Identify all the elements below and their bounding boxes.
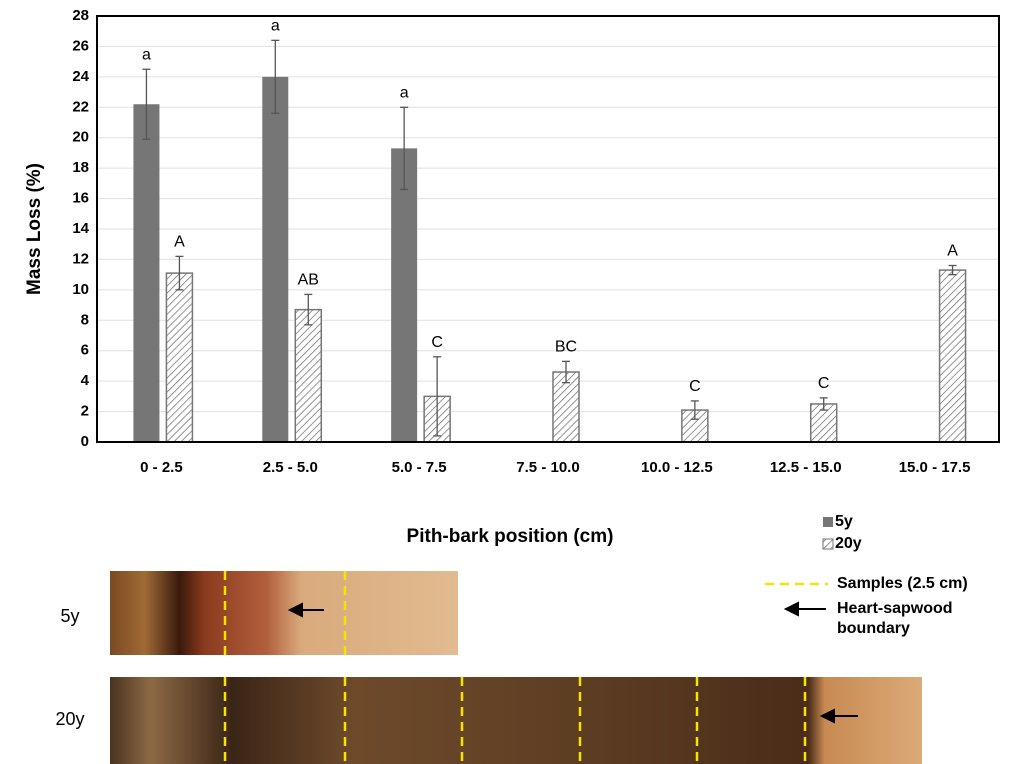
y-tick-label: 16 [72,190,89,207]
significance-label: A [947,243,958,260]
significance-label: a [271,18,280,35]
significance-label: AB [298,272,319,289]
significance-label: a [142,46,151,63]
legend-label: 20y [835,535,862,552]
photos: 5y 20y Samples (2.5 cm) Heart-sapwood bo… [55,571,967,764]
significance-label: A [174,234,185,251]
significance-label: BC [555,339,577,356]
photo-label: 20y [55,709,84,729]
y-tick-label: 8 [81,311,89,328]
boundary-legend: boundary [837,620,910,637]
x-tick-label: 5.0 - 7.5 [392,459,447,476]
photo-label: 5y [60,606,79,626]
y-tick-label: 20 [72,129,89,146]
legend-swatch [823,539,833,549]
x-tick-label: 7.5 - 10.0 [516,459,579,476]
y-tick-label: 28 [72,7,89,24]
legend-swatch [823,517,833,527]
x-tick-label: 2.5 - 5.0 [263,459,318,476]
bar [940,270,966,442]
y-tick-label: 14 [72,220,89,237]
x-axis-label: Pith-bark position (cm) [407,526,614,547]
y-tick-label: 26 [72,37,89,54]
y-tick-label: 6 [81,342,89,359]
bar [391,148,417,442]
significance-label: C [431,334,443,351]
wood-photo [110,677,922,764]
bar [133,104,159,442]
y-tick-label: 22 [72,98,89,115]
bar [262,77,288,442]
y-tick-label: 10 [72,281,89,298]
x-tick-label: 12.5 - 15.0 [770,459,842,476]
y-tick-label: 24 [72,68,89,85]
x-tick-label: 15.0 - 17.5 [899,459,971,476]
significance-label: C [818,375,830,392]
bar [295,310,321,442]
boundary-legend: Heart-sapwood [837,600,953,617]
y-tick-label: 0 [81,433,89,450]
x-tick-label: 10.0 - 12.5 [641,459,713,476]
samples-legend: Samples (2.5 cm) [837,575,968,592]
figure: Mass Loss (%) Pith-bark position (cm) 5y… [0,0,1014,764]
significance-label: a [400,85,409,102]
bar [166,273,192,442]
y-tick-label: 18 [72,159,89,176]
legend-label: 5y [835,513,853,530]
significance-label: C [689,378,701,395]
wood-photo [110,571,458,655]
x-tick-label: 0 - 2.5 [140,459,183,476]
y-tick-label: 12 [72,250,89,267]
y-axis-label: Mass Loss (%) [24,163,45,295]
y-tick-label: 4 [81,372,90,389]
y-tick-label: 2 [81,403,89,420]
